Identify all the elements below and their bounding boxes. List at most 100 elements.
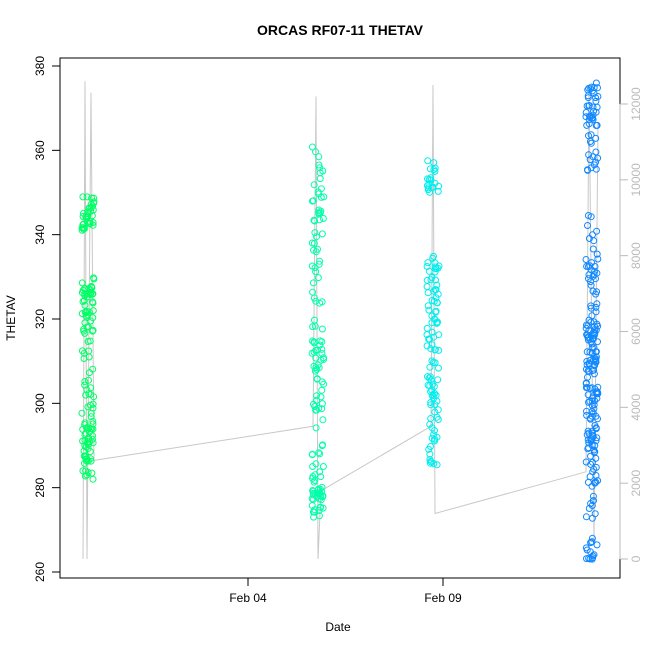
- data-point: [592, 79, 600, 87]
- data-point: [81, 292, 89, 300]
- data-point: [81, 442, 89, 450]
- points-layer: [78, 79, 602, 563]
- data-point: [592, 454, 600, 462]
- y-tick-label: 320: [33, 309, 47, 329]
- data-point: [315, 153, 323, 161]
- data-point: [588, 344, 596, 352]
- data-point: [583, 407, 590, 415]
- data-point: [594, 255, 602, 263]
- data-point: [318, 338, 326, 346]
- y2-tick-label: 2000: [629, 469, 643, 496]
- data-point: [318, 230, 326, 238]
- data-point: [426, 456, 434, 463]
- data-point: [314, 274, 322, 282]
- series-rf07: [78, 193, 98, 483]
- data-point: [591, 422, 599, 429]
- data-point: [427, 401, 435, 409]
- data-point: [310, 294, 318, 302]
- data-point: [313, 233, 320, 241]
- data-point: [584, 391, 592, 399]
- data-point: [592, 165, 600, 173]
- data-point: [315, 161, 323, 169]
- data-point: [83, 215, 91, 223]
- data-point: [583, 348, 591, 356]
- data-point: [318, 386, 326, 394]
- data-point: [82, 467, 90, 475]
- data-point: [85, 285, 93, 292]
- y-tick-label: 380: [33, 56, 47, 76]
- data-point: [313, 396, 321, 404]
- data-point: [318, 400, 326, 408]
- data-point: [315, 449, 323, 457]
- data-point: [593, 434, 601, 442]
- y-axis-label: THETAV: [4, 295, 18, 341]
- data-point: [81, 329, 89, 337]
- data-point: [89, 326, 97, 334]
- y2-tick-label: 10000: [629, 163, 643, 197]
- data-point: [592, 353, 600, 361]
- data-point: [315, 512, 323, 520]
- data-point: [425, 335, 433, 343]
- data-point: [312, 364, 320, 372]
- data-point: [89, 202, 97, 210]
- y2-tick-label: 4000: [629, 394, 643, 421]
- data-point: [78, 310, 86, 318]
- data-point: [427, 174, 435, 182]
- data-point: [588, 412, 596, 420]
- data-point: [86, 369, 93, 377]
- data-point: [430, 287, 438, 295]
- data-point: [583, 121, 591, 129]
- data-point: [309, 337, 316, 345]
- data-point: [591, 329, 599, 337]
- data-point: [90, 198, 98, 206]
- data-point: [78, 279, 86, 287]
- data-point: [317, 473, 325, 481]
- data-point: [82, 391, 90, 399]
- x-tick-label: Feb 09: [424, 591, 462, 605]
- data-point: [316, 468, 324, 476]
- data-point: [587, 281, 595, 289]
- data-point: [585, 271, 593, 279]
- data-point: [89, 307, 97, 315]
- data-point: [588, 482, 596, 490]
- data-point: [313, 392, 321, 400]
- y-tick-label: 260: [33, 562, 47, 582]
- data-point: [79, 467, 87, 475]
- data-point: [89, 417, 97, 425]
- data-point: [83, 323, 91, 331]
- data-point: [85, 376, 92, 384]
- data-point: [311, 367, 319, 375]
- data-point: [90, 194, 98, 202]
- data-point: [588, 340, 596, 348]
- data-point: [591, 442, 599, 449]
- data-point: [80, 297, 88, 305]
- data-point: [588, 349, 596, 357]
- data-point: [426, 450, 434, 458]
- data-point: [584, 86, 592, 94]
- data-point: [308, 262, 316, 270]
- data-point: [432, 391, 440, 399]
- data-point: [426, 373, 434, 381]
- series-rf08: [308, 143, 328, 521]
- data-point: [87, 384, 95, 392]
- data-point: [593, 227, 601, 235]
- data-point: [594, 322, 602, 330]
- data-point: [585, 102, 593, 110]
- data-point: [429, 183, 437, 191]
- data-point: [81, 436, 89, 444]
- data-point: [309, 279, 317, 287]
- data-point: [590, 551, 598, 559]
- data-point: [585, 151, 593, 159]
- data-point: [593, 250, 601, 258]
- data-point: [428, 392, 436, 400]
- data-point: [584, 444, 592, 452]
- data-point: [594, 477, 602, 485]
- data-point: [431, 259, 439, 267]
- data-point: [310, 216, 318, 224]
- data-point: [315, 260, 323, 268]
- data-point: [588, 87, 596, 95]
- data-point: [316, 175, 324, 183]
- data-point: [316, 257, 324, 265]
- data-point: [316, 450, 324, 458]
- data-point: [431, 164, 439, 172]
